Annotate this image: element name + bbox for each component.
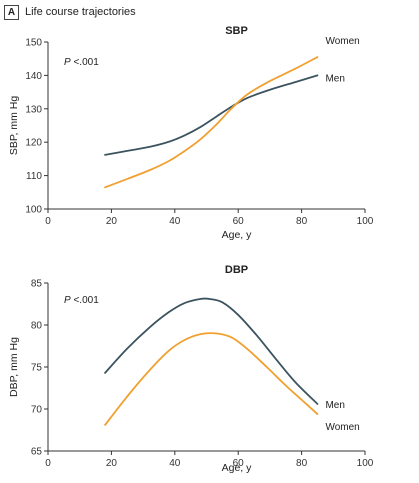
chart-sbp-x-axis-title: Age, y <box>222 229 253 241</box>
chart-dbp-y-tick-label: 75 <box>31 363 43 374</box>
chart-dbp-x-tick-label: 60 <box>233 458 245 469</box>
chart-dbp-title: DBP <box>225 264 248 276</box>
chart-dbp-series-women-line <box>104 332 319 426</box>
panel-title: Life course trajectories <box>25 6 136 18</box>
chart-dbp-x-tick-label: 0 <box>45 458 51 469</box>
chart-dbp-y-axis-title: DBP, mm Hg <box>8 337 20 397</box>
chart-sbp-x-tick-label: 80 <box>296 216 308 227</box>
chart-sbp-x-tick-label: 40 <box>169 216 181 227</box>
chart-dbp-x-tick-label: 100 <box>357 458 374 469</box>
panel-header: A Life course trajectories <box>4 4 136 20</box>
chart-sbp-y-tick-label: 140 <box>25 71 42 82</box>
chart-dbp-y-tick-label: 85 <box>31 279 43 290</box>
chart-sbp-series-men-line <box>104 74 319 156</box>
chart-dbp-y-tick-label: 70 <box>31 405 43 416</box>
chart-sbp-y-tick-label: 110 <box>26 171 42 182</box>
chart-dbp-x-axis-title: Age, y <box>222 462 253 474</box>
chart-sbp-title: SBP <box>225 25 248 37</box>
chart-sbp-y-tick-label: 120 <box>25 138 42 149</box>
chart-dbp-series-women-label: Women <box>325 422 359 433</box>
chart-sbp-series-women-line <box>104 56 319 189</box>
chart-dbp-x-tick-label: 40 <box>169 458 181 469</box>
chart-sbp-x-tick-label: 100 <box>357 216 374 227</box>
panel-letter: A <box>4 4 19 20</box>
chart-sbp-x-tick-label: 60 <box>233 216 245 227</box>
chart-sbp-series-men-label: Men <box>325 73 344 84</box>
chart-sbp-series-women-label: Women <box>325 36 359 47</box>
chart-sbp-y-tick-label: 130 <box>25 104 42 115</box>
chart-sbp-x-tick-label: 20 <box>106 216 118 227</box>
chart-sbp-x-tick-label: 0 <box>45 216 51 227</box>
chart-dbp-x-tick-label: 80 <box>296 458 308 469</box>
chart-sbp-y-axis-title: SBP, mm Hg <box>8 96 20 155</box>
chart-sbp-y-tick-label: 100 <box>25 205 42 216</box>
chart-dbp-series-men-label: Men <box>325 400 344 411</box>
chart-sbp-y-tick-label: 150 <box>25 38 42 49</box>
chart-sbp-p-value: P <.001 <box>64 57 99 68</box>
chart-dbp-y-tick-label: 65 <box>31 447 43 458</box>
chart-dbp-p-value: P <.001 <box>64 295 99 306</box>
chart-dbp-series-men-line <box>104 297 319 405</box>
chart-dbp-x-tick-label: 20 <box>106 458 118 469</box>
chart-dbp-y-tick-label: 80 <box>31 321 43 332</box>
